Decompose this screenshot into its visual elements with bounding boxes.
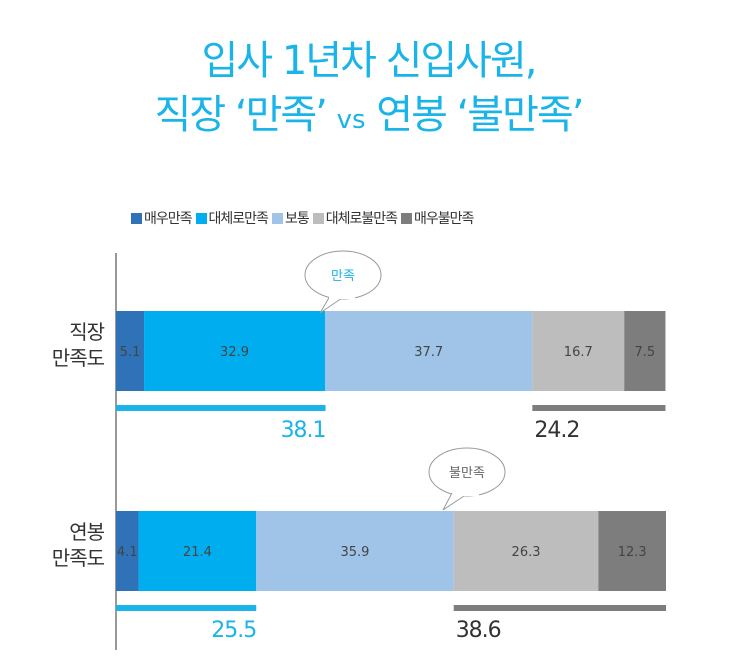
callout-satisfied-text: 만족 [331,269,355,284]
legend-label-2: 보통 [284,211,310,227]
bar-segment-0-0 [116,311,145,391]
satisfied-total-label-1: 25.5 [211,618,256,643]
segment-label-0-4: 7.5 [634,345,655,360]
bar-segment-0-1 [144,311,325,391]
legend-label-3: 대체로불만족 [325,211,398,227]
segment-label-0-1: 32.9 [220,345,249,360]
legend-swatch-4 [400,212,412,224]
title-part-job-satisfied: 직장 ‘만족’ [154,92,328,138]
legend-swatch-2 [271,212,283,224]
callout-dissatisfied-text: 불만족 [449,466,485,481]
legend-item-1: 대체로만족 [195,208,269,228]
callout-satisfied-tail-cover [329,293,355,299]
chart-title-line-2: 직장 ‘만족’ vs 연봉 ‘불만족’ [0,82,737,140]
legend-item-4: 매우불만족 [400,208,474,228]
segment-label-0-2: 37.7 [414,345,443,360]
dissatisfied-total-label-0: 24.2 [534,418,579,443]
legend-swatch-3 [312,212,324,224]
legend-swatch-0 [131,212,142,224]
legend-item-2: 보통 [271,208,310,228]
satisfied-total-line-0 [116,405,326,411]
segment-label-1-2: 35.9 [340,545,369,560]
row-label-1-0: 연봉 [69,520,104,544]
segment-label-0-0: 5.1 [120,345,141,360]
title-part-vs: vs [336,105,366,135]
row-label-0-0: 직장 [69,320,104,344]
legend-item-3: 대체로불만족 [312,208,398,228]
legend-label-4: 매우불만족 [413,211,474,227]
bar-segment-0-3 [532,311,625,391]
legend-label-0: 매우만족 [144,211,193,227]
bar-segment-1-3 [453,511,599,591]
satisfied-total-label-0: 38.1 [281,418,326,443]
segment-label-1-0: 4.1 [117,545,138,560]
chart-legend: 매우만족 대체로만족 보통 대체로불만족 매우불만족 [131,208,477,228]
bar-segment-1-2 [256,511,454,591]
legend-label-1: 대체로만족 [208,211,269,227]
segment-label-1-1: 21.4 [183,545,212,560]
bar-segment-1-4 [598,511,666,591]
row-label-0-1: 만족도 [52,346,105,370]
callout-dissatisfied-tail-cover [453,490,479,496]
segment-label-1-3: 26.3 [512,545,541,560]
row-label-1-1: 만족도 [52,546,105,570]
legend-item-0: 매우만족 [131,208,193,228]
legend-swatch-1 [195,212,207,224]
dissatisfied-total-line-1 [453,605,666,611]
segment-label-1-4: 12.3 [618,545,647,560]
segment-label-0-3: 16.7 [564,345,593,360]
bar-segment-1-0 [116,511,139,591]
dissatisfied-total-label-1: 38.6 [456,618,501,643]
bar-segment-1-1 [138,511,257,591]
callout-satisfied-tail [319,295,343,314]
bar-segment-0-2 [325,311,533,391]
title-part-salary-dissatisfied: 연봉 ‘불만족’ [376,92,584,138]
bar-segment-0-4 [624,311,666,391]
satisfied-total-line-1 [116,605,257,611]
dissatisfied-total-line-0 [532,405,666,411]
chart-title-line-1: 입사 1년차 신입사원, [201,38,538,84]
callout-dissatisfied-tail [442,492,465,511]
